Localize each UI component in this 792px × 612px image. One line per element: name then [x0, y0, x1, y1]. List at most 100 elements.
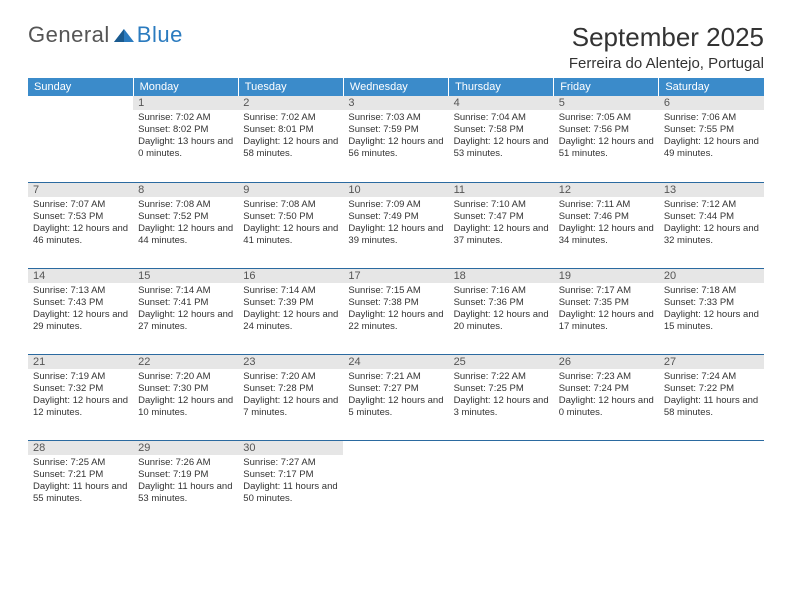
day-number: 10 [343, 183, 448, 197]
sunset-text: Sunset: 7:25 PM [454, 383, 549, 395]
title-block: September 2025 Ferreira do Alentejo, Por… [569, 22, 764, 72]
day-body: Sunrise: 7:05 AMSunset: 7:56 PMDaylight:… [554, 110, 659, 165]
daylight-text: Daylight: 12 hours and 37 minutes. [454, 223, 549, 247]
sunset-text: Sunset: 7:22 PM [664, 383, 759, 395]
day-body: Sunrise: 7:20 AMSunset: 7:30 PMDaylight:… [133, 369, 238, 424]
daylight-text: Daylight: 12 hours and 34 minutes. [559, 223, 654, 247]
day-body: Sunrise: 7:07 AMSunset: 7:53 PMDaylight:… [28, 197, 133, 252]
day-number: 15 [133, 269, 238, 283]
day-number [449, 441, 554, 443]
sunset-text: Sunset: 7:30 PM [138, 383, 233, 395]
daylight-text: Daylight: 12 hours and 22 minutes. [348, 309, 443, 333]
header-row: General Blue September 2025 Ferreira do … [28, 22, 764, 72]
sunrise-text: Sunrise: 7:08 AM [138, 199, 233, 211]
day-number: 12 [554, 183, 659, 197]
sunrise-text: Sunrise: 7:07 AM [33, 199, 128, 211]
sunrise-text: Sunrise: 7:02 AM [138, 112, 233, 124]
day-cell-3: 3Sunrise: 7:03 AMSunset: 7:59 PMDaylight… [343, 96, 448, 182]
daylight-text: Daylight: 12 hours and 39 minutes. [348, 223, 443, 247]
daylight-text: Daylight: 12 hours and 27 minutes. [138, 309, 233, 333]
day-number: 5 [554, 96, 659, 110]
day-body: Sunrise: 7:20 AMSunset: 7:28 PMDaylight:… [238, 369, 343, 424]
sunset-text: Sunset: 7:41 PM [138, 297, 233, 309]
sunrise-text: Sunrise: 7:09 AM [348, 199, 443, 211]
sunrise-text: Sunrise: 7:21 AM [348, 371, 443, 383]
daylight-text: Daylight: 11 hours and 55 minutes. [33, 481, 128, 505]
day-number: 1 [133, 96, 238, 110]
sunrise-text: Sunrise: 7:03 AM [348, 112, 443, 124]
sunset-text: Sunset: 7:28 PM [243, 383, 338, 395]
day-number: 26 [554, 355, 659, 369]
day-number: 14 [28, 269, 133, 283]
sunset-text: Sunset: 7:24 PM [559, 383, 654, 395]
day-cell-23: 23Sunrise: 7:20 AMSunset: 7:28 PMDayligh… [238, 354, 343, 440]
sunset-text: Sunset: 7:38 PM [348, 297, 443, 309]
day-body: Sunrise: 7:02 AMSunset: 8:02 PMDaylight:… [133, 110, 238, 165]
sunrise-text: Sunrise: 7:15 AM [348, 285, 443, 297]
day-cell-24: 24Sunrise: 7:21 AMSunset: 7:27 PMDayligh… [343, 354, 448, 440]
daylight-text: Daylight: 12 hours and 3 minutes. [454, 395, 549, 419]
day-body: Sunrise: 7:27 AMSunset: 7:17 PMDaylight:… [238, 455, 343, 510]
sunset-text: Sunset: 8:01 PM [243, 124, 338, 136]
day-cell-empty [343, 440, 448, 526]
sunset-text: Sunset: 7:56 PM [559, 124, 654, 136]
day-body: Sunrise: 7:14 AMSunset: 7:39 PMDaylight:… [238, 283, 343, 338]
dayheader-monday: Monday [133, 78, 238, 96]
daylight-text: Daylight: 12 hours and 20 minutes. [454, 309, 549, 333]
sunset-text: Sunset: 7:44 PM [664, 211, 759, 223]
day-body: Sunrise: 7:12 AMSunset: 7:44 PMDaylight:… [659, 197, 764, 252]
day-number: 2 [238, 96, 343, 110]
sunrise-text: Sunrise: 7:10 AM [454, 199, 549, 211]
day-cell-empty [659, 440, 764, 526]
day-number: 25 [449, 355, 554, 369]
day-body: Sunrise: 7:14 AMSunset: 7:41 PMDaylight:… [133, 283, 238, 338]
day-body: Sunrise: 7:22 AMSunset: 7:25 PMDaylight:… [449, 369, 554, 424]
daylight-text: Daylight: 12 hours and 49 minutes. [664, 136, 759, 160]
location: Ferreira do Alentejo, Portugal [569, 55, 764, 72]
daylight-text: Daylight: 12 hours and 51 minutes. [559, 136, 654, 160]
day-body: Sunrise: 7:10 AMSunset: 7:47 PMDaylight:… [449, 197, 554, 252]
daylight-text: Daylight: 12 hours and 5 minutes. [348, 395, 443, 419]
day-cell-empty [449, 440, 554, 526]
day-number [554, 441, 659, 443]
daylight-text: Daylight: 12 hours and 12 minutes. [33, 395, 128, 419]
sunset-text: Sunset: 7:43 PM [33, 297, 128, 309]
day-number: 24 [343, 355, 448, 369]
sunrise-text: Sunrise: 7:20 AM [138, 371, 233, 383]
day-body: Sunrise: 7:19 AMSunset: 7:32 PMDaylight:… [28, 369, 133, 424]
sunrise-text: Sunrise: 7:24 AM [664, 371, 759, 383]
day-number [343, 441, 448, 443]
sunset-text: Sunset: 7:47 PM [454, 211, 549, 223]
day-body: Sunrise: 7:24 AMSunset: 7:22 PMDaylight:… [659, 369, 764, 424]
sunset-text: Sunset: 7:21 PM [33, 469, 128, 481]
day-number: 17 [343, 269, 448, 283]
day-cell-15: 15Sunrise: 7:14 AMSunset: 7:41 PMDayligh… [133, 268, 238, 354]
sunset-text: Sunset: 7:50 PM [243, 211, 338, 223]
day-cell-14: 14Sunrise: 7:13 AMSunset: 7:43 PMDayligh… [28, 268, 133, 354]
sunset-text: Sunset: 7:53 PM [33, 211, 128, 223]
day-body: Sunrise: 7:16 AMSunset: 7:36 PMDaylight:… [449, 283, 554, 338]
sunset-text: Sunset: 7:36 PM [454, 297, 549, 309]
day-cell-28: 28Sunrise: 7:25 AMSunset: 7:21 PMDayligh… [28, 440, 133, 526]
sunrise-text: Sunrise: 7:26 AM [138, 457, 233, 469]
day-number: 11 [449, 183, 554, 197]
daylight-text: Daylight: 12 hours and 58 minutes. [243, 136, 338, 160]
daylight-text: Daylight: 11 hours and 58 minutes. [664, 395, 759, 419]
day-number: 8 [133, 183, 238, 197]
day-number: 13 [659, 183, 764, 197]
day-cell-30: 30Sunrise: 7:27 AMSunset: 7:17 PMDayligh… [238, 440, 343, 526]
day-body: Sunrise: 7:23 AMSunset: 7:24 PMDaylight:… [554, 369, 659, 424]
dayheader-tuesday: Tuesday [238, 78, 343, 96]
day-number: 9 [238, 183, 343, 197]
day-cell-12: 12Sunrise: 7:11 AMSunset: 7:46 PMDayligh… [554, 182, 659, 268]
day-body: Sunrise: 7:08 AMSunset: 7:50 PMDaylight:… [238, 197, 343, 252]
sunset-text: Sunset: 7:58 PM [454, 124, 549, 136]
day-cell-22: 22Sunrise: 7:20 AMSunset: 7:30 PMDayligh… [133, 354, 238, 440]
sunrise-text: Sunrise: 7:27 AM [243, 457, 338, 469]
day-cell-13: 13Sunrise: 7:12 AMSunset: 7:44 PMDayligh… [659, 182, 764, 268]
sunset-text: Sunset: 7:59 PM [348, 124, 443, 136]
day-number: 16 [238, 269, 343, 283]
day-number: 18 [449, 269, 554, 283]
sunset-text: Sunset: 8:02 PM [138, 124, 233, 136]
sunrise-text: Sunrise: 7:06 AM [664, 112, 759, 124]
